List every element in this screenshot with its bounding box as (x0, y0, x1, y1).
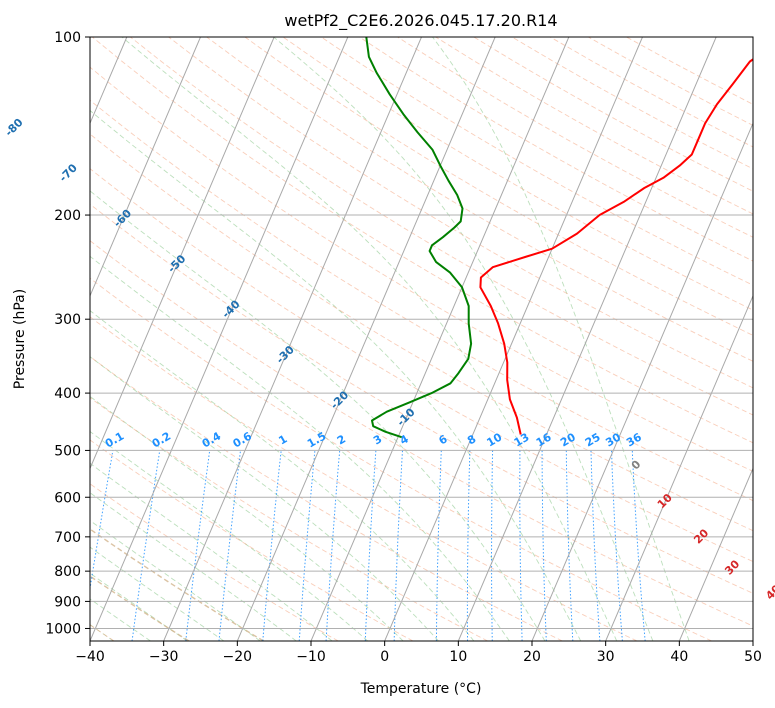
y-tick-label: 200 (54, 208, 81, 224)
mixing-ratio-line (435, 450, 442, 641)
dry-adiabat-line (90, 133, 753, 532)
y-axis: 100 200 300 400 500 600 700 800 900 1000 (45, 30, 90, 637)
x-tick-label: −40 (75, 649, 105, 665)
dry-adiabat-line (90, 168, 753, 563)
y-tick-label: 700 (54, 530, 81, 546)
mixing-ratio-line (565, 450, 574, 641)
mixing-ratio-line (364, 450, 377, 641)
x-axis-title: Temperature (°C) (360, 681, 482, 697)
plot-frame (89, 36, 754, 642)
series-layer (365, 37, 753, 439)
plot-area (90, 37, 753, 641)
moist-adiabat-line (90, 572, 188, 641)
mixing-ratio-line (325, 450, 341, 641)
mixing-ratio-line (590, 450, 601, 641)
dry-adiabat-line (90, 203, 753, 594)
x-tick-label: 20 (523, 649, 541, 665)
moist-adiabat-line (90, 431, 368, 641)
isotherm-line (457, 37, 717, 641)
moist-adiabat-label: 40 (763, 582, 775, 602)
isotherm-line (90, 37, 201, 298)
dry-adiabat-line (206, 37, 753, 362)
mixing-ratio-line (519, 450, 523, 641)
x-tick-label: −10 (296, 649, 326, 665)
y-tick-label: 300 (54, 312, 81, 328)
y-tick-label: 100 (54, 30, 81, 46)
dry-adiabat-line (90, 356, 563, 641)
isotherm-line (90, 37, 349, 641)
dry-adiabat-line (90, 277, 712, 641)
x-tick-label: −20 (223, 649, 253, 665)
moist-adiabat-line (90, 546, 225, 641)
dewpoint-profile-line (365, 37, 473, 439)
mixing-ratio-line (218, 450, 241, 641)
temperature-profile-line (479, 58, 753, 435)
y-tick-label: 500 (54, 443, 81, 459)
dry-adiabat-line (168, 37, 753, 389)
mixing-ratio-line (393, 450, 403, 641)
y-tick-label: 400 (54, 386, 81, 402)
dry-adiabat-line (130, 37, 753, 416)
y-tick-label: 1000 (45, 621, 81, 637)
isotherm-line (531, 122, 753, 641)
y-axis-title: Pressure (hPa) (12, 289, 28, 389)
x-tick-label: −30 (149, 649, 179, 665)
isotherm-line (90, 37, 275, 470)
x-tick-label: 30 (597, 649, 615, 665)
dry-adiabat-line (90, 397, 488, 641)
mixing-ratio-line (611, 450, 623, 641)
moist-adiabat-line (90, 356, 439, 641)
isotherm-line (310, 37, 570, 641)
isotherm-line (163, 37, 422, 641)
mixing-ratio-line (185, 450, 211, 641)
x-tick-label: 50 (744, 649, 762, 665)
moist-adiabat-line (90, 519, 261, 641)
moist-adiabat-line (432, 37, 690, 641)
chart-title: wetPf2_C2E6.2026.045.17.20.R14 (284, 11, 557, 31)
x-tick-label: 10 (449, 649, 467, 665)
dry-adiabat-line (90, 240, 753, 627)
x-tick-label: 40 (670, 649, 688, 665)
moist-adiabat-line (90, 310, 475, 641)
isotherm-line (678, 467, 753, 641)
y-tick-label: 900 (54, 594, 81, 610)
mixing-ratio-line (466, 450, 471, 641)
isotherm-line (605, 294, 753, 641)
isotherm-line (236, 37, 496, 641)
moist-adiabat-line (90, 462, 333, 641)
moist-adiabat-line (90, 190, 546, 641)
dry-adiabat-line (90, 66, 753, 472)
dry-adiabat-line (90, 316, 638, 641)
x-axis: −40 −30 −20 −10 0 10 20 30 40 50 (75, 641, 762, 665)
dry-adiabat-line (90, 99, 753, 502)
moist-adiabat-line (273, 37, 654, 641)
dry-adiabat-line (90, 528, 264, 641)
y-tick-label: 600 (54, 490, 81, 506)
moist-adiabat-line (90, 255, 510, 641)
mixing-ratio-line (541, 450, 547, 641)
y-tick-label: 800 (54, 564, 81, 580)
isotherm-line (384, 37, 643, 641)
x-tick-label: 0 (380, 649, 389, 665)
mixing-ratio-line (298, 450, 316, 641)
dry-adiabat-line (244, 37, 753, 336)
background-lines (90, 37, 753, 641)
mixing-ratio-line (262, 450, 282, 641)
